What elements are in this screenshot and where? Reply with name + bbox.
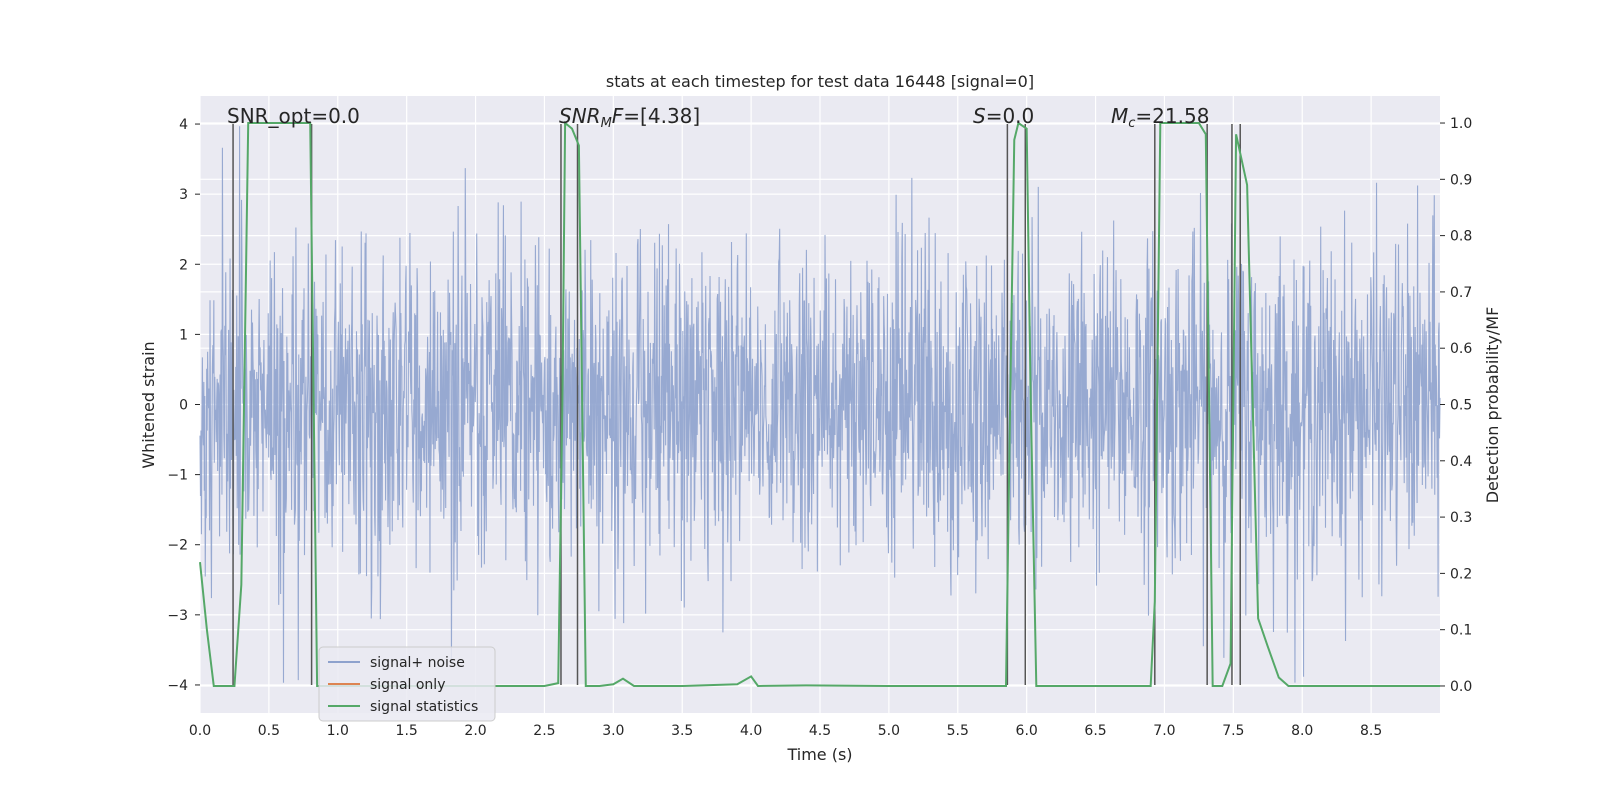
x-tick-label: 2.5 [533, 723, 555, 739]
x-tick-label: 3.0 [602, 723, 624, 739]
y-tick-label: 2 [179, 257, 188, 273]
annotation-mc: Mc=21.58 [1111, 104, 1209, 131]
x-tick-label: 0.5 [258, 723, 280, 739]
y-tick-label: −1 [167, 468, 188, 484]
y-tick-label: −3 [167, 608, 188, 624]
annotation-snr-mf: SNRMF=[4.38] [559, 104, 700, 131]
y-tick-label: −2 [167, 538, 188, 554]
x-tick-labels: 0.0 0.5 1.0 1.5 2.0 2.5 3.0 3.5 4.0 4.5 5.0 5.5 6.0 6… [189, 723, 1382, 739]
y-tick-label: 4 [179, 117, 188, 133]
legend-entry-stats: signal statistics [370, 699, 478, 715]
x-tick-label: 3.5 [671, 723, 693, 739]
chart-title: stats at each timestep for test data 164… [606, 72, 1034, 91]
y2-tick-label: 0.0 [1450, 679, 1472, 695]
legend-entry-signal: signal only [370, 677, 445, 693]
series-signal-statistics [199, 120, 1440, 687]
x-tick-label: 0.0 [189, 723, 211, 739]
x-tick-label: 1.5 [396, 723, 418, 739]
legend: signal+ noise signal only signal statist… [318, 646, 496, 722]
x-tick-label: 8.5 [1360, 723, 1382, 739]
y2-axis-label: Detection probability/MF [1483, 307, 1502, 504]
y-tick-label: −4 [167, 678, 188, 694]
x-tick-label: 5.0 [878, 723, 900, 739]
y-tick-label: 0 [179, 398, 188, 414]
x-axis-label: Time (s) [786, 745, 852, 764]
x-tick-label: 6.5 [1084, 723, 1106, 739]
y2-tick-label: 1.0 [1450, 116, 1472, 132]
y-tick-label: 1 [179, 327, 188, 343]
x-tick-label: 8.0 [1291, 723, 1313, 739]
y2-tick-label: 0.8 [1450, 229, 1472, 245]
x-tick-label: 1.0 [327, 723, 349, 739]
x-tick-label: 7.5 [1222, 723, 1244, 739]
y2-tick-label: 0.1 [1450, 623, 1472, 639]
y2-tick-label: 0.6 [1450, 341, 1472, 357]
y2-tick-label: 0.7 [1450, 285, 1472, 301]
y2-tick-label: 0.5 [1450, 398, 1472, 414]
y2-tick-label: 0.9 [1450, 172, 1472, 188]
y-tick-label: 3 [179, 187, 188, 203]
y2-tick-label: 0.3 [1450, 510, 1472, 526]
y-tick-labels: 4 3 2 1 0 −1 −2 −3 −4 [167, 117, 200, 694]
x-tick-label: 2.0 [464, 723, 486, 739]
y2-tick-label: 0.4 [1450, 454, 1472, 470]
y2-tick-labels: 1.0 0.9 0.8 0.7 0.6 0.5 0.4 0.3 0.2 0.1 0.0 [1440, 116, 1472, 695]
x-tick-label: 4.5 [809, 723, 831, 739]
annotation-snr-opt: SNR_opt=0.0 [227, 104, 360, 128]
y2-tick-label: 0.2 [1450, 566, 1472, 582]
x-tick-label: 7.0 [1153, 723, 1175, 739]
legend-box [318, 646, 496, 722]
legend-entry-noise: signal+ noise [370, 655, 465, 671]
annotation-s: S=0.0 [973, 104, 1034, 128]
x-tick-label: 4.0 [740, 723, 762, 739]
x-tick-label: 5.5 [947, 723, 969, 739]
y-axis-label: Whitened strain [139, 341, 158, 468]
x-tick-label: 6.0 [1016, 723, 1038, 739]
